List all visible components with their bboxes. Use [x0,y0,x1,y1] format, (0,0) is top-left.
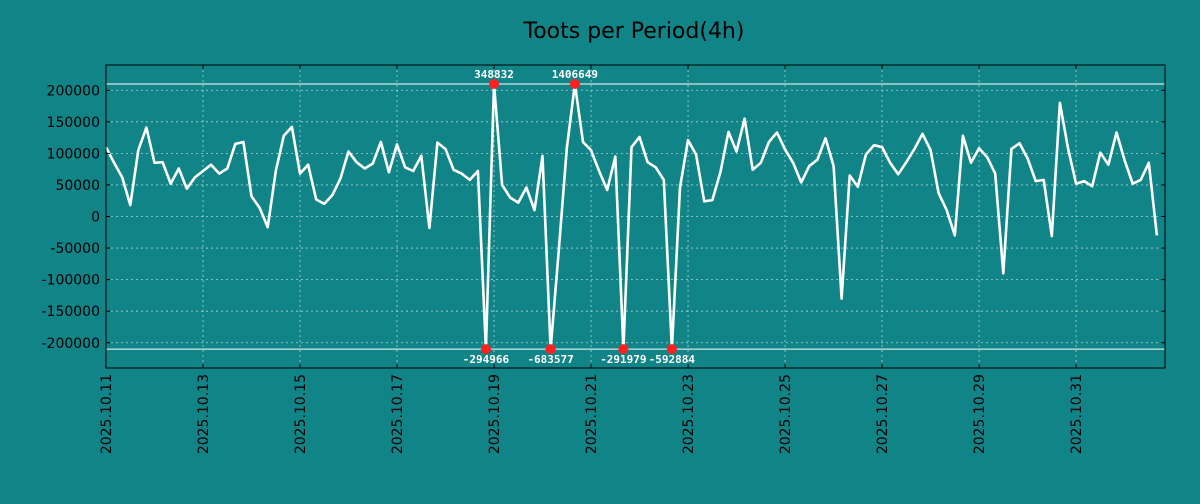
outlier-label: -592884 [649,353,696,366]
x-tick-label: 2025.10.13 [196,374,212,454]
x-tick-label: 2025.10.27 [875,374,891,454]
x-tick-label: 2025.10.23 [681,374,697,454]
x-tick-label: 2025.10.11 [99,374,115,454]
plot-frame [105,64,1166,369]
outlier-label: -683577 [527,353,573,366]
x-tick-label: 2025.10.19 [487,374,503,454]
x-tick-label: 2025.10.29 [972,374,988,454]
y-tick-label: 0 [91,210,100,226]
outlier-label: -291979 [600,353,646,366]
y-tick-label: 100000 [47,146,100,162]
outlier-label: 348832 [474,68,514,81]
outlier-marker [489,78,500,89]
outlier-label: -294966 [463,353,510,366]
y-tick-label: -50000 [50,241,100,257]
x-tick-label: 2025.10.25 [778,374,794,454]
y-tick-label: 200000 [47,83,100,99]
grid-layer [105,65,1165,368]
y-tick-label: -200000 [42,336,101,352]
x-tick-label: 2025.10.17 [390,374,406,454]
outlier-marker [666,344,677,355]
x-tick-label: 2025.10.15 [293,374,309,454]
y-tick-label: 50000 [55,178,100,194]
outlier-marker [618,344,629,355]
x-axis-ticks: 2025.10.11 2025.10.13 2025.10.15 2025.10.17… [99,65,1085,454]
y-tick-label: -100000 [42,273,101,289]
x-tick-label: 2025.10.31 [1069,374,1085,454]
marker-layer: 348832 1406649 -294966 -683577 -291979 -59288… [463,68,696,366]
outlier-marker [545,344,556,355]
x-tick-label: 2025.10.21 [584,374,600,454]
y-tick-label: 150000 [47,115,100,131]
outlier-label: 1406649 [552,68,598,81]
outlier-marker [480,344,491,355]
threshold-lines [106,83,1165,350]
y-tick-label: -150000 [42,304,101,320]
outlier-marker [569,78,580,89]
series-line-toots [104,82,1159,351]
y-axis-ticks: 200000 150000 100000 50000 0 -50000 -100000 -15… [42,83,1165,352]
chart-title: Toots per Period(4h) [523,19,745,44]
series-layer [104,82,1159,351]
